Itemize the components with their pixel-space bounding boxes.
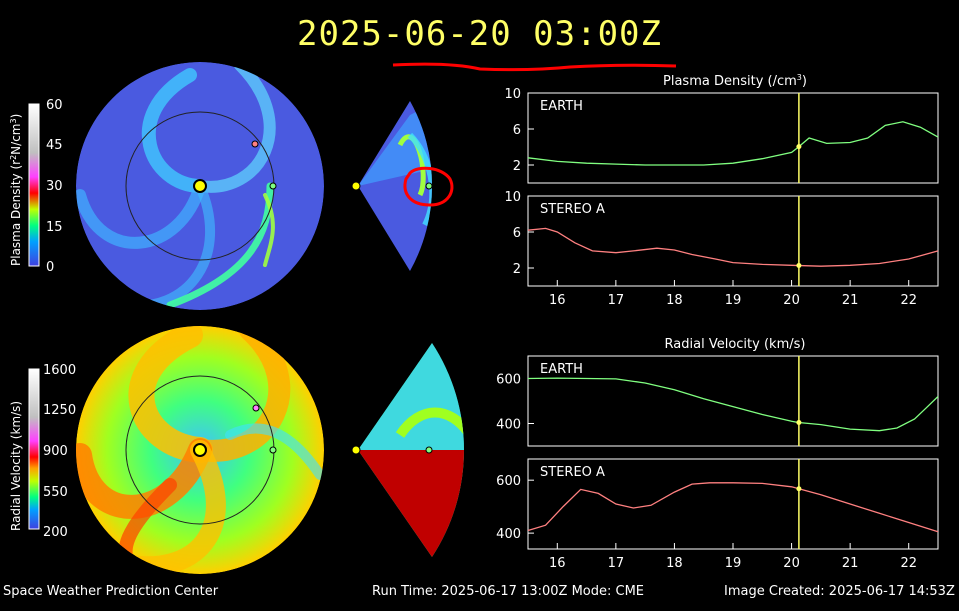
velocity-earth-marker — [269, 446, 277, 454]
density-stereo-a-xtick-label: 18 — [666, 293, 683, 308]
velocity-tick-1250: 1250 — [43, 403, 76, 418]
velocity-stereo-a-xtick-label: 21 — [842, 556, 859, 571]
density-stereo-a-xtick-label: 19 — [725, 293, 742, 308]
velocity-earth-frame — [527, 355, 939, 447]
density-tick-60: 60 — [46, 98, 63, 113]
velocity-meridional-earth — [425, 446, 433, 454]
velocity-tick-900: 900 — [43, 444, 68, 459]
density-tick-0: 0 — [46, 260, 54, 275]
velocity-sun-marker — [193, 443, 207, 457]
density-stereo-a-ytick-label: 6 — [513, 226, 521, 241]
density-earth-ytick-label: 2 — [513, 159, 521, 174]
velocity-earth-cursor-point — [796, 420, 802, 426]
density-colorbar: Plasma Density (r2N/cm3) 60 45 30 15 0 — [9, 98, 63, 275]
density-stereo-a-xtick-label: 21 — [842, 293, 859, 308]
density-stereo-a-ytick-label: 10 — [504, 190, 521, 205]
density-meridional-earth — [425, 182, 433, 190]
footer-run-time: Run Time: 2025-06-17 13:00Z Mode: CME — [372, 584, 645, 599]
forecast-timestamp: 2025-06-20 03:00Z — [297, 14, 662, 54]
velocity-earth-ytick-label: 400 — [496, 418, 521, 433]
velocity-stereo-a-series-line — [527, 482, 939, 533]
velocity-stereo-a-xtick-label: 19 — [725, 556, 742, 571]
velocity-earth-panel-label: EARTH — [540, 362, 583, 377]
velocity-stereo-a-xtick-label: 22 — [900, 556, 917, 571]
density-tick-45: 45 — [46, 138, 63, 153]
density-stereo-a-xtick-label: 22 — [900, 293, 917, 308]
density-stereo-a-xtick-label: 16 — [549, 293, 566, 308]
footer-organization: Space Weather Prediction Center — [3, 584, 219, 599]
velocity-stereo-a-ytick-label: 400 — [496, 527, 521, 542]
density-earth-panel-label: EARTH — [540, 99, 583, 114]
velocity-earth-ytick-label: 600 — [496, 373, 521, 388]
density-stereo-a-panel-label: STEREO A — [540, 202, 605, 217]
velocity-stereo-a-panel-label: STEREO A — [540, 465, 605, 480]
title-underline-annotation — [392, 62, 677, 72]
velocity-stereo-a-xtick-label: 18 — [666, 556, 683, 571]
density-stereo-a-series-line — [527, 227, 939, 267]
density-earth-marker — [269, 182, 277, 190]
density-tick-30: 30 — [46, 179, 63, 194]
density-sun-marker — [193, 179, 207, 193]
density-meridional-sun — [351, 181, 361, 191]
density-earth-cursor-point — [796, 144, 802, 150]
velocity-stereo-a-ytick-label: 600 — [496, 474, 521, 489]
density-tick-15: 15 — [46, 220, 63, 235]
solar-wind-maps — [76, 62, 464, 574]
velocity-earth-series-line — [527, 377, 939, 432]
velocity-stereo-a-xtick-label: 20 — [783, 556, 800, 571]
velocity-colorbar: Radial Velocity (km/s) 1600 1250 900 550… — [9, 363, 76, 540]
density-earth-ytick-label: 6 — [513, 123, 521, 138]
density-colorbar-label: Plasma Density (r2N/cm3) — [9, 114, 23, 266]
velocity-chart-title: Radial Velocity (km/s) — [665, 337, 806, 352]
density-earth-series-line — [527, 121, 939, 166]
velocity-stereo-a-xtick-label: 17 — [608, 556, 625, 571]
density-chart-title: Plasma Density (/cm3) — [663, 73, 807, 89]
earth-circle-annotation — [403, 166, 454, 207]
density-stereo-a-xtick-label: 17 — [608, 293, 625, 308]
velocity-stereo-a-cursor-point — [796, 486, 802, 492]
velocity-tick-1600: 1600 — [43, 363, 76, 378]
density-stereo-a-ytick-label: 2 — [513, 262, 521, 277]
velocity-meridional-sun — [351, 445, 361, 455]
velocity-colorbar-label: Radial Velocity (km/s) — [9, 401, 23, 531]
velocity-tick-200: 200 — [43, 525, 68, 540]
velocity-stereo-a-xtick-label: 16 — [549, 556, 566, 571]
footer-image-created: Image Created: 2025-06-17 14:53Z — [724, 584, 955, 599]
velocity-tick-550: 550 — [43, 485, 68, 500]
density-stereo-a-marker — [251, 140, 259, 148]
density-stereo-a-cursor-point — [796, 263, 802, 269]
density-earth-frame — [527, 92, 939, 184]
density-earth-ytick-label: 10 — [504, 87, 521, 102]
density-stereo-a-xtick-label: 20 — [783, 293, 800, 308]
velocity-stereo-a-marker — [252, 404, 260, 412]
